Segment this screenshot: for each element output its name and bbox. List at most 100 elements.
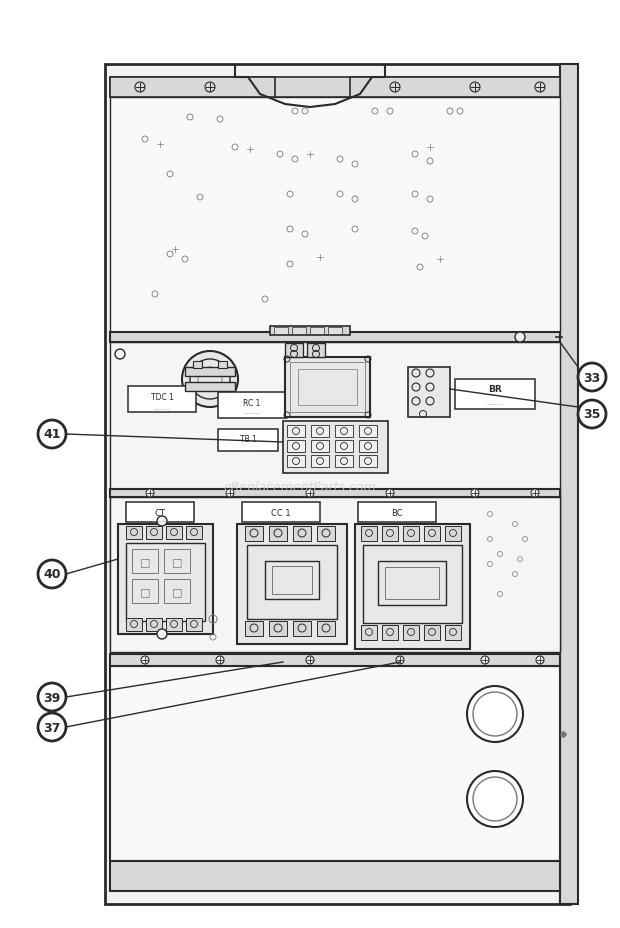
Circle shape — [135, 83, 145, 93]
Circle shape — [157, 629, 167, 639]
Circle shape — [396, 656, 404, 664]
Circle shape — [226, 489, 234, 497]
Bar — [118, 524, 213, 635]
Circle shape — [182, 352, 238, 407]
Bar — [445, 625, 461, 640]
Bar — [359, 441, 377, 453]
Bar — [126, 526, 142, 539]
Bar — [166, 526, 182, 539]
Bar — [185, 367, 235, 377]
Bar — [265, 561, 319, 599]
Bar — [146, 526, 162, 539]
Text: 40: 40 — [43, 568, 61, 581]
Bar — [146, 618, 162, 631]
Bar — [317, 622, 335, 637]
Bar — [560, 65, 578, 904]
Text: TB 1: TB 1 — [239, 435, 257, 444]
Bar — [166, 618, 182, 631]
Bar — [455, 380, 535, 409]
Bar — [110, 342, 560, 652]
Text: CT: CT — [154, 508, 166, 517]
Bar — [110, 78, 560, 97]
Bar — [355, 524, 470, 650]
Text: □: □ — [172, 557, 182, 566]
Bar — [403, 625, 419, 640]
Text: BC: BC — [391, 508, 403, 517]
Bar — [126, 544, 205, 622]
Circle shape — [531, 489, 539, 497]
Bar — [424, 625, 440, 640]
Bar — [247, 546, 337, 619]
Bar — [335, 441, 353, 453]
Circle shape — [386, 489, 394, 497]
Circle shape — [306, 656, 314, 664]
Circle shape — [38, 561, 66, 588]
Bar — [445, 526, 461, 541]
Bar — [110, 97, 560, 332]
Bar — [403, 526, 419, 541]
Bar — [132, 579, 158, 603]
Circle shape — [38, 420, 66, 448]
Bar — [269, 622, 287, 637]
Bar — [186, 618, 202, 631]
Text: 37: 37 — [43, 721, 61, 734]
Circle shape — [390, 83, 400, 93]
Text: ________: ________ — [244, 409, 260, 414]
Circle shape — [481, 656, 489, 664]
Text: eReplacementParts.com: eReplacementParts.com — [224, 481, 376, 494]
Bar — [361, 625, 377, 640]
Bar — [105, 65, 570, 904]
Text: BR: BR — [488, 385, 502, 394]
Text: □: □ — [140, 586, 150, 597]
Circle shape — [578, 401, 606, 429]
Bar — [242, 502, 320, 522]
Bar — [408, 367, 450, 418]
Circle shape — [578, 364, 606, 392]
Bar — [245, 622, 263, 637]
Bar — [335, 456, 353, 468]
Bar — [307, 343, 325, 357]
Text: ________: ________ — [151, 518, 169, 522]
Bar — [272, 566, 312, 594]
Bar — [385, 567, 439, 599]
Bar — [424, 526, 440, 541]
Text: ________: ________ — [154, 406, 170, 409]
Text: 41: 41 — [43, 428, 61, 441]
Circle shape — [38, 714, 66, 741]
Bar — [186, 526, 202, 539]
Circle shape — [470, 83, 480, 93]
Bar — [298, 369, 357, 406]
Bar — [269, 526, 287, 541]
Circle shape — [216, 656, 224, 664]
Circle shape — [536, 656, 544, 664]
Bar — [193, 362, 202, 368]
Bar — [128, 387, 196, 413]
Circle shape — [306, 489, 314, 497]
Text: RC 1: RC 1 — [243, 398, 260, 407]
Circle shape — [146, 489, 154, 497]
Bar — [287, 426, 305, 437]
Text: 35: 35 — [583, 408, 601, 421]
Bar — [110, 78, 275, 97]
Bar — [350, 78, 560, 97]
Bar — [311, 426, 329, 437]
Text: □: □ — [172, 586, 182, 597]
Bar — [358, 502, 436, 522]
Bar — [287, 456, 305, 468]
Bar — [361, 526, 377, 541]
Bar — [335, 426, 353, 437]
Bar — [317, 526, 335, 541]
Bar — [237, 524, 347, 644]
Bar — [311, 441, 329, 453]
Bar — [283, 421, 388, 473]
Text: 33: 33 — [583, 371, 601, 384]
Bar — [110, 489, 560, 497]
Bar — [290, 363, 365, 413]
Circle shape — [467, 771, 523, 827]
Circle shape — [467, 687, 523, 742]
Bar — [293, 526, 311, 541]
Bar — [110, 332, 560, 342]
Circle shape — [515, 332, 525, 342]
Bar — [310, 328, 324, 335]
Bar — [311, 456, 329, 468]
